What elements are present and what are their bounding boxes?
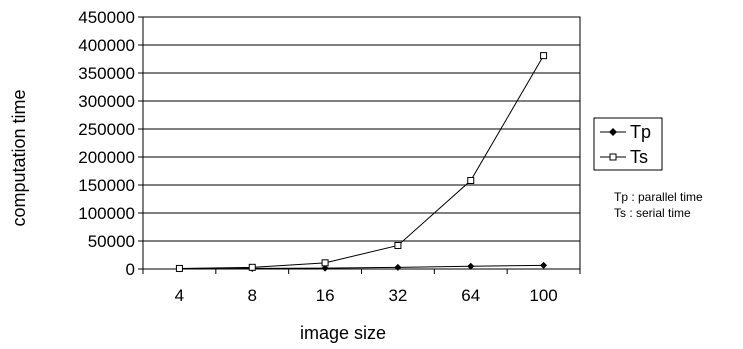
x-tick-label: 4: [175, 286, 184, 305]
legend: Tp Ts: [593, 117, 663, 171]
y-tick-label: 350000: [78, 64, 135, 83]
y-tick-label: 100000: [78, 204, 135, 223]
data-point-tp: [394, 263, 402, 271]
y-tick-label: 0: [126, 260, 135, 279]
gridlines: [138, 16, 581, 274]
plot-area-border: [142, 16, 581, 270]
data-point-ts: [175, 264, 183, 272]
y-tick-label: 450000: [78, 8, 135, 27]
y-tick-label: 150000: [78, 176, 135, 195]
x-tick-label: 64: [461, 286, 480, 305]
legend-label-ts: Ts: [630, 147, 648, 167]
data-point-tp: [540, 261, 548, 269]
y-tick-label: 250000: [78, 120, 135, 139]
series-lines: [175, 52, 548, 273]
x-tick-label: 32: [388, 286, 407, 305]
series-line-ts: [179, 55, 545, 269]
y-tick-label: 50000: [88, 232, 135, 251]
x-tick-label: 16: [316, 286, 335, 305]
data-point-ts: [540, 52, 548, 60]
data-point-ts: [394, 241, 402, 249]
data-point-ts: [321, 259, 329, 267]
x-tick-labels: 4 8 16 32 64 100: [175, 286, 558, 305]
x-axis-title: image size: [300, 323, 386, 343]
data-point-ts: [467, 177, 475, 185]
y-tick-label: 300000: [78, 92, 135, 111]
x-tick-label: 100: [529, 286, 557, 305]
legend-box: [593, 117, 663, 171]
data-point-tp: [321, 264, 329, 272]
y-tick-label: 200000: [78, 148, 135, 167]
series-line-tp: [179, 264, 544, 270]
note-tp: Tp : parallel time: [614, 190, 703, 204]
y-tick-label: 400000: [78, 36, 135, 55]
data-point-ts: [248, 263, 256, 271]
legend-marker-tp: [609, 128, 617, 136]
y-axis-title: computation time: [9, 89, 29, 226]
data-point-tp: [467, 262, 475, 270]
legend-label-tp: Tp: [630, 122, 651, 142]
legend-marker-ts: [609, 153, 617, 161]
note-ts: Ts : serial time: [614, 206, 691, 220]
x-tick-label: 8: [248, 286, 257, 305]
y-tick-labels: 0 50000 100000 150000 200000 250000 300000 3500…: [78, 8, 135, 279]
